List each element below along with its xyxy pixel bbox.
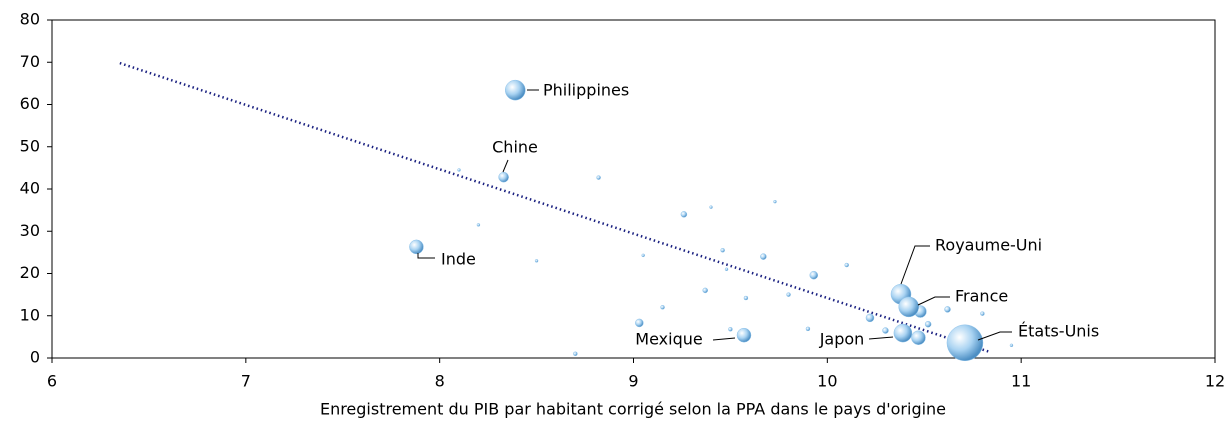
x-axis-label: Enregistrement du PIB par habitant corri… <box>320 400 946 419</box>
bubble <box>893 323 913 343</box>
y-tick-label: 0 <box>30 348 40 367</box>
bubble <box>724 267 729 272</box>
bubble <box>720 248 725 253</box>
leader-line <box>977 331 1012 341</box>
bubble <box>641 253 645 258</box>
bubble <box>946 324 984 362</box>
leader-line <box>917 296 950 306</box>
bubble <box>805 326 811 332</box>
leader-line <box>868 336 894 340</box>
y-tick-label: 80 <box>20 10 40 29</box>
bubble <box>743 295 749 301</box>
y-tick-label: 60 <box>20 94 40 113</box>
leader-line <box>900 245 930 285</box>
bubble <box>898 296 919 318</box>
bubble <box>882 327 889 334</box>
y-tick-label: 70 <box>20 52 40 71</box>
bubble <box>635 318 644 328</box>
bubble <box>773 199 777 204</box>
x-tick-label: 9 <box>628 372 638 391</box>
point-label: Inde <box>441 250 476 269</box>
y-tick-label: 40 <box>20 179 40 198</box>
bubble <box>505 79 526 101</box>
point-label: Japon <box>819 330 865 349</box>
y-tick-label: 30 <box>20 221 40 240</box>
bubble <box>709 205 713 209</box>
bubble <box>1009 343 1014 348</box>
bubble <box>596 175 601 180</box>
x-tick-label: 10 <box>817 372 837 391</box>
bubble <box>786 292 791 297</box>
y-tick-label: 20 <box>20 263 40 282</box>
bubble <box>702 287 708 294</box>
bubble <box>844 262 849 268</box>
leader-line <box>712 337 736 341</box>
bubble <box>980 311 985 316</box>
bubble <box>865 313 875 323</box>
x-tick-label: 12 <box>1205 372 1225 391</box>
x-tick-label: 11 <box>1011 372 1031 391</box>
bubble <box>457 168 461 172</box>
plot-frame <box>51 19 1216 359</box>
bubble <box>944 306 951 313</box>
bubble <box>736 327 752 343</box>
bubble <box>476 223 481 227</box>
leader-line <box>502 159 509 173</box>
point-label: Chine <box>492 138 538 157</box>
x-tick-label: 7 <box>241 372 251 391</box>
bubble <box>911 330 926 345</box>
x-tick-label: 8 <box>435 372 445 391</box>
bubble <box>809 270 819 280</box>
bubble <box>760 253 767 260</box>
bubble <box>680 211 688 218</box>
bubble <box>660 305 665 310</box>
trend-line <box>119 61 991 354</box>
bubble <box>534 259 539 263</box>
point-label: France <box>955 287 1008 306</box>
y-tick-label: 10 <box>20 305 40 324</box>
x-tick-label: 6 <box>47 372 57 391</box>
bubble <box>728 327 733 332</box>
leader-line <box>417 253 435 259</box>
point-label: États-Unis <box>1018 322 1099 341</box>
bubble <box>409 239 424 255</box>
bubble <box>498 171 509 183</box>
point-label: Royaume-Uni <box>935 236 1042 255</box>
point-label: Mexique <box>635 330 702 349</box>
point-label: Philippines <box>543 81 629 100</box>
bubble <box>573 351 578 357</box>
bubble <box>924 320 932 328</box>
y-tick-label: 50 <box>20 136 40 155</box>
